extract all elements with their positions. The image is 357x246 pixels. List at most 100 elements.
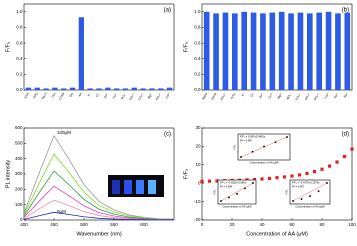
bar [316,12,322,91]
x-tick-label: PPD [32,91,39,99]
x-tick-label: PO₄³⁻ [313,92,321,101]
y-tick-label: 30 [195,125,201,130]
x-tick-label: 400 [20,222,28,227]
plot-frame [23,127,175,221]
inset-equation: F/F₀ = 0.993+0.0481x [240,135,266,139]
annotation: 0μM [57,209,66,214]
inset-point [251,150,254,153]
bar [222,12,229,91]
bar [87,88,93,90]
x-tick-label: GSH [23,92,30,100]
x-tick-label: 100 [348,222,356,227]
bar [131,87,137,90]
bar [325,11,332,90]
inset-r2: R² = 0.997 [240,139,253,143]
x-tick-label: Na₂S [41,92,48,100]
point [200,179,204,183]
bar [344,12,351,91]
panel-label: (d) [342,132,349,138]
bar [203,11,210,90]
y-tick-label: 200 [15,187,23,192]
x-tick-label: CO₃²⁻ [294,92,302,102]
panel-label: (b) [342,8,349,14]
x-tick-label: 80 [319,222,325,227]
inset-y-title: F/F₀ [213,190,217,195]
bar [166,87,173,90]
inset-point [317,190,320,193]
vial-photo [108,175,164,197]
x-axis-title: Concentration of AA (μM) [246,231,308,237]
bar [269,12,276,91]
bar [149,88,155,90]
bar [34,87,40,90]
bar [158,88,164,90]
point [327,164,332,168]
y-tick-label: 20 [195,144,201,149]
inset-x-title: Concentration of AA (μM) [249,161,278,165]
y-axis-title: F/F₀ [183,42,189,53]
x-tick-label: AA [77,92,82,97]
x-tick-label: 40 [259,222,265,227]
bar [25,87,32,90]
y-axis-title: F/F₀ [183,169,189,180]
x-tick-label: Zn²⁺ [258,92,265,100]
y-tick-label: 0.2 [16,72,23,77]
x-tick-label: Zn²⁺ [103,92,110,100]
annotation: 100μM [57,130,71,135]
point [312,170,317,174]
inset-point [309,195,311,197]
inset-point [220,200,222,202]
inset-point [263,145,265,148]
x-tick-label: Cys [50,91,56,98]
plot-frame [23,3,175,91]
x-tick-label: Cl⁻ [95,92,101,98]
spectrum-line [23,170,175,220]
x-tick-label: CO₃²⁻ [137,92,145,102]
bar [52,87,58,90]
bar [78,17,84,90]
y-tick-label: 0.0 [16,87,23,92]
y-tick-label: 0.2 [194,72,201,77]
inset-r2: R² = 0.994 [220,185,233,189]
point [305,171,309,176]
bar [140,88,146,90]
panel-label: (c) [164,132,171,138]
inset-equation: F/F₀ = -9.4379+0.2376x [292,181,320,185]
x-tick-label: SO₃²⁻ [219,92,227,101]
x-tick-label: EDTA [210,92,217,101]
y-tick-label: 10 [195,162,201,167]
x-tick-label: 20 [229,222,235,227]
inset-fit [292,182,328,202]
bar [335,13,341,90]
point [342,154,347,159]
inset-point [326,182,328,184]
inset-point [292,200,294,202]
x-tick-label: Fe³⁺ [333,92,340,100]
x-axis-title: Wavenumber (nm) [76,231,122,237]
y-tick-label: 0 [20,217,23,222]
y-tick-label: 500 [15,141,23,146]
bar [105,87,111,90]
bar [241,11,247,90]
y-tick-label: -20 [194,217,201,222]
point [335,160,339,164]
bar [307,13,313,90]
bar [43,88,49,90]
inset-y-title: F/F₀ [233,145,237,150]
spectrum-line [23,199,175,221]
point [260,177,264,181]
y-tick-label: 600 [15,125,23,130]
x-tick-label: K⁺ [240,92,245,97]
x-tick-label: K⁺ [86,92,91,97]
y-tick-label: 0.0 [194,87,201,92]
bar [213,13,219,90]
x-tick-label: Mg²⁺ [147,92,154,100]
x-tick-label: Glu [68,92,74,98]
y-tick-label: 1.0 [16,9,23,14]
x-tick-label: Ca²⁺ [323,92,330,100]
y-axis-title: F/F₀ [5,42,11,53]
x-tick-label: Blank [201,91,208,100]
x-tick-label: 600 [140,222,148,227]
point [282,175,287,179]
